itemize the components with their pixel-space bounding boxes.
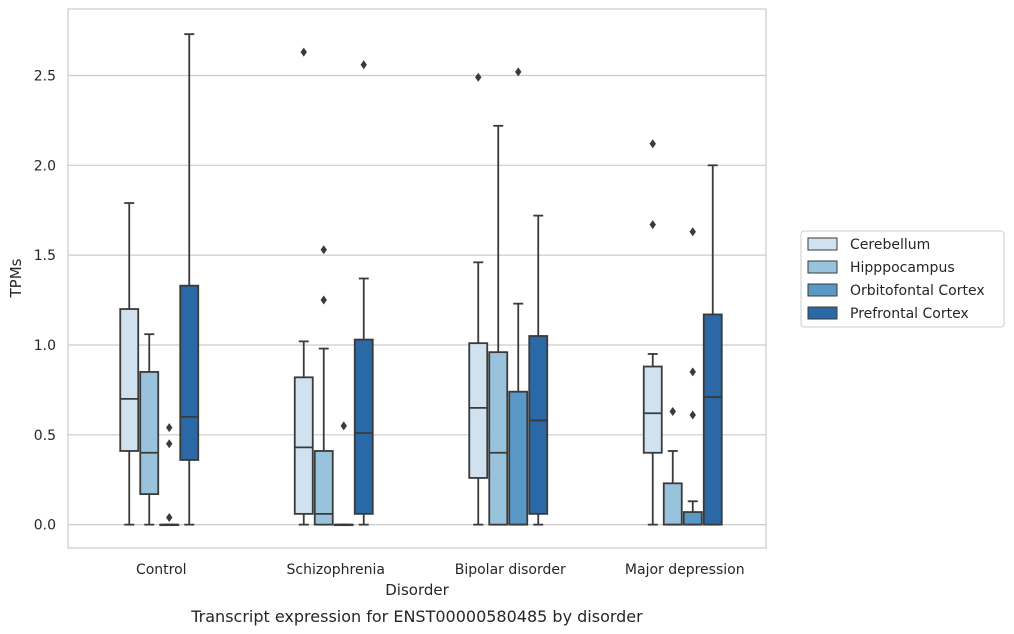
legend-label: Cerebellum [850,237,930,253]
flier-point [689,367,696,377]
legend: Cerebellum Hipppocampus Orbitofontal Corte… [800,230,1005,328]
box-prefrontal-cortex [353,60,374,526]
x-tick-labels: Control Schizophrenia Bipolar disorder Majo… [136,562,745,578]
box-body [468,342,489,479]
legend-swatch [807,260,838,274]
flier-point [689,227,696,237]
y-tick-labels: 0.0 0.5 1.0 1.5 2.0 2.5 [34,68,56,533]
box-cerebellum [293,47,314,526]
y-tick-label: 2.0 [34,158,56,174]
box-orbitofontal-cortex [333,421,354,527]
legend-swatch [807,306,838,320]
box-orbitofontal-cortex [682,227,703,526]
flier-point [649,220,656,230]
box-prefrontal-cortex [179,33,200,526]
box-hipppocampus [488,124,509,526]
box-hipppocampus [662,406,683,526]
box-prefrontal-cortex [528,214,549,526]
flier-point [360,60,367,70]
box-body [313,450,334,526]
box-body [528,335,549,515]
flier-point [166,423,173,433]
y-tick-label: 2.5 [34,68,56,84]
flier-point [689,410,696,420]
flier-point [340,421,347,431]
box-cerebellum [468,72,489,526]
box-body [139,371,160,495]
plot-frame [67,8,767,549]
box-cerebellum [642,139,663,526]
box-body [353,338,374,515]
legend-label: Hipppocampus [850,260,955,276]
box-layer [119,33,723,527]
grid-lines [68,74,766,526]
legend-label: Orbitofontal Cortex [850,283,985,299]
legend-frame [800,230,1005,328]
box-body [488,351,509,526]
x-tick-label: Control [136,562,187,578]
box-body [119,308,140,452]
box-orbitofontal-cortex [159,423,180,527]
box-orbitofontal-cortex [508,67,529,526]
box-hipppocampus [139,333,160,526]
box-body [662,482,683,526]
box-body [508,390,529,526]
flier-point [320,245,327,255]
box-body [179,284,200,461]
flier-point [669,406,676,416]
box-body [642,365,663,454]
y-tick-label: 1.5 [34,248,56,264]
box-cerebellum [119,202,140,526]
box-body [702,313,723,526]
figure-caption: Transcript expression for ENST0000058048… [190,607,643,626]
x-tick-label: Major depression [625,562,745,578]
y-tick-label: 0.0 [34,518,56,534]
x-tick-label: Bipolar disorder [455,562,566,578]
flier-point [320,295,327,305]
box-body [682,511,703,526]
flier-point [166,439,173,449]
flier-point [515,67,522,77]
box-body [293,376,314,515]
y-tick-label: 1.0 [34,338,56,354]
box-hipppocampus [313,245,334,526]
y-axis-title: TPMs [7,258,25,298]
legend-swatch [807,283,838,297]
flier-point [649,139,656,149]
x-axis-title: Disorder [385,581,449,599]
flier-point [166,512,173,522]
x-tick-label: Schizophrenia [287,562,385,578]
y-tick-label: 0.5 [34,428,56,444]
flier-point [475,72,482,82]
box-prefrontal-cortex [702,164,723,526]
legend-swatch [807,237,838,251]
legend-label: Prefrontal Cortex [850,306,969,322]
flier-point [300,47,307,57]
